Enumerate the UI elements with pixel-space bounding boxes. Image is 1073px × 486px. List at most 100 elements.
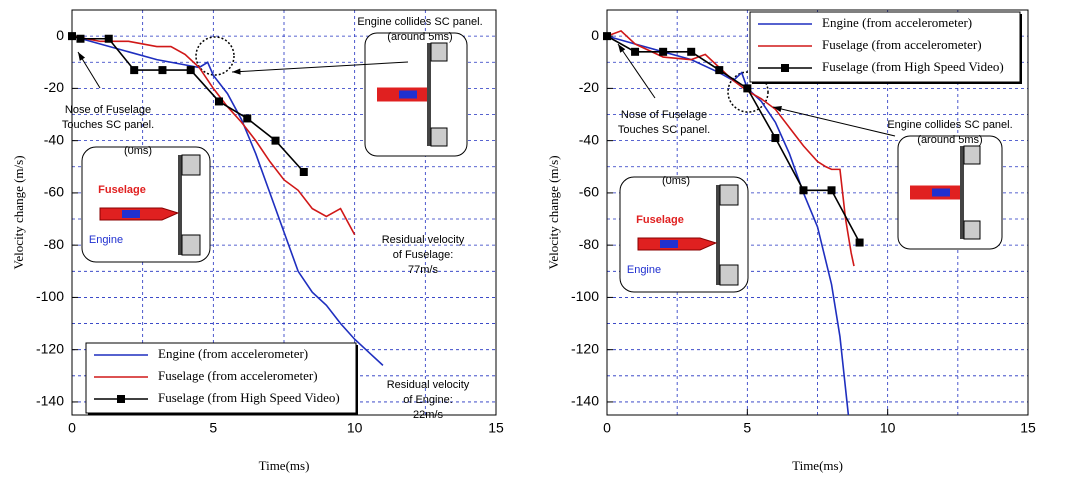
annotation: Touches SC panel.: [618, 124, 710, 136]
annotation: Residual velocity: [382, 234, 465, 246]
point-marker: [243, 114, 252, 123]
inset-block: [430, 127, 448, 147]
annotation-arrow: [772, 106, 896, 137]
inset-label: Fuselage: [98, 184, 146, 196]
annotation: of Engine:: [403, 394, 453, 406]
inset-block: [430, 42, 448, 62]
inset-block: [963, 145, 981, 165]
inset-panel: [960, 146, 964, 239]
y-tick-label: -20: [579, 79, 599, 95]
annotation: Engine collides SC panel.: [887, 119, 1012, 131]
annotation: Touches SC panel.: [62, 119, 154, 131]
y-tick-label: 0: [591, 27, 599, 43]
y-tick-label: -80: [44, 236, 64, 252]
x-tick-label: 10: [880, 420, 896, 436]
inset-panel: [716, 185, 720, 285]
annotation: of Fuselage:: [393, 249, 454, 261]
point-marker: [743, 84, 752, 93]
annotation-arrow: [231, 61, 409, 73]
y-tick-label: -40: [579, 131, 599, 147]
inset-block: [181, 234, 201, 256]
inset-label: (0ms): [662, 175, 690, 187]
highlight-circle: [727, 71, 769, 113]
x-tick-label: 0: [68, 420, 76, 436]
y-tick-label: -100: [36, 288, 64, 304]
legend-label: Engine (from accelerometer): [822, 15, 972, 30]
series-line: [71, 35, 305, 173]
x-tick-label: 5: [209, 420, 217, 436]
annotation-arrow: [617, 43, 656, 99]
legend-label: Fuselage (from High Speed Video): [158, 390, 340, 405]
inset-panel: [178, 155, 182, 255]
arrow-head: [773, 105, 782, 112]
series-line: [71, 35, 384, 366]
chart: 0 5 10 15 0 -20 -40 -60 -80 -100 -120 -140 Time(ms) V…: [11, 9, 504, 473]
y-tick-label: -100: [571, 288, 599, 304]
plot-frame: [606, 9, 1029, 416]
x-axis-label: Time(ms): [792, 458, 843, 473]
inset-label: Engine: [89, 234, 123, 246]
arrow-head: [618, 44, 626, 53]
y-tick-label: -120: [571, 340, 599, 356]
annotation: (around 5ms): [387, 31, 452, 43]
point-marker: [631, 47, 640, 56]
inset-engine: [932, 188, 950, 197]
highlight-circle: [195, 36, 235, 76]
point-marker: [271, 136, 280, 145]
point-marker: [68, 32, 76, 41]
inset-engine: [660, 240, 678, 248]
point-marker: [827, 186, 836, 195]
point-marker: [715, 66, 724, 75]
legend-label: Fuselage (from accelerometer): [822, 37, 982, 52]
inset-panel: [427, 43, 431, 146]
inset-label: Engine: [627, 264, 661, 276]
inset-block: [181, 154, 201, 176]
annotation: 77m/s: [408, 264, 438, 276]
y-tick-label: -20: [44, 79, 64, 95]
point-marker: [76, 34, 85, 43]
annotation: 22m/s: [413, 409, 443, 421]
inset-engine: [399, 90, 417, 99]
x-tick-label: 0: [603, 420, 611, 436]
legend-label: Fuselage (from accelerometer): [158, 368, 318, 383]
y-tick-label: -40: [44, 131, 64, 147]
point-marker: [799, 186, 808, 195]
y-tick-label: -140: [571, 393, 599, 409]
annotation: Nose of Fuselage: [65, 104, 151, 116]
chart: 0 5 10 15 0 -20 -40 -60 -80 -100 -120 -140 Time(ms) V…: [546, 9, 1036, 473]
annotation: Residual velocity: [387, 379, 470, 391]
point-marker: [687, 47, 696, 56]
arrow-head: [78, 52, 86, 61]
legend-box: [85, 342, 357, 414]
point-marker: [104, 34, 113, 43]
point-marker: [158, 66, 167, 75]
legend-swatch: [781, 64, 789, 72]
series-line: [606, 35, 850, 416]
y-axis-label: Velocity change (m/s): [11, 155, 26, 269]
y-tick-label: -80: [579, 236, 599, 252]
x-axis-label: Time(ms): [259, 458, 310, 473]
y-axis-label: Velocity change (m/s): [546, 155, 561, 269]
inset-label: (0ms): [124, 145, 152, 157]
point-marker: [603, 32, 611, 41]
legend-label: Engine (from accelerometer): [158, 346, 308, 361]
annotation: (around 5ms): [917, 134, 982, 146]
point-marker: [771, 134, 780, 143]
legend-label: Fuselage (from High Speed Video): [822, 59, 1004, 74]
annotation: Nose of Fuselage: [621, 109, 707, 121]
inset-label: Fuselage: [636, 214, 684, 226]
x-tick-label: 15: [1020, 420, 1036, 436]
inset-engine: [122, 210, 140, 218]
point-marker: [130, 66, 139, 75]
series-line: [606, 29, 855, 267]
point-marker: [299, 168, 308, 176]
point-marker: [659, 47, 668, 56]
x-tick-label: 15: [488, 420, 504, 436]
y-tick-label: 0: [56, 27, 64, 43]
y-tick-label: -140: [36, 393, 64, 409]
legend-swatch: [117, 395, 125, 403]
point-marker: [214, 97, 223, 106]
annotation: Engine collides SC panel.: [357, 16, 482, 28]
